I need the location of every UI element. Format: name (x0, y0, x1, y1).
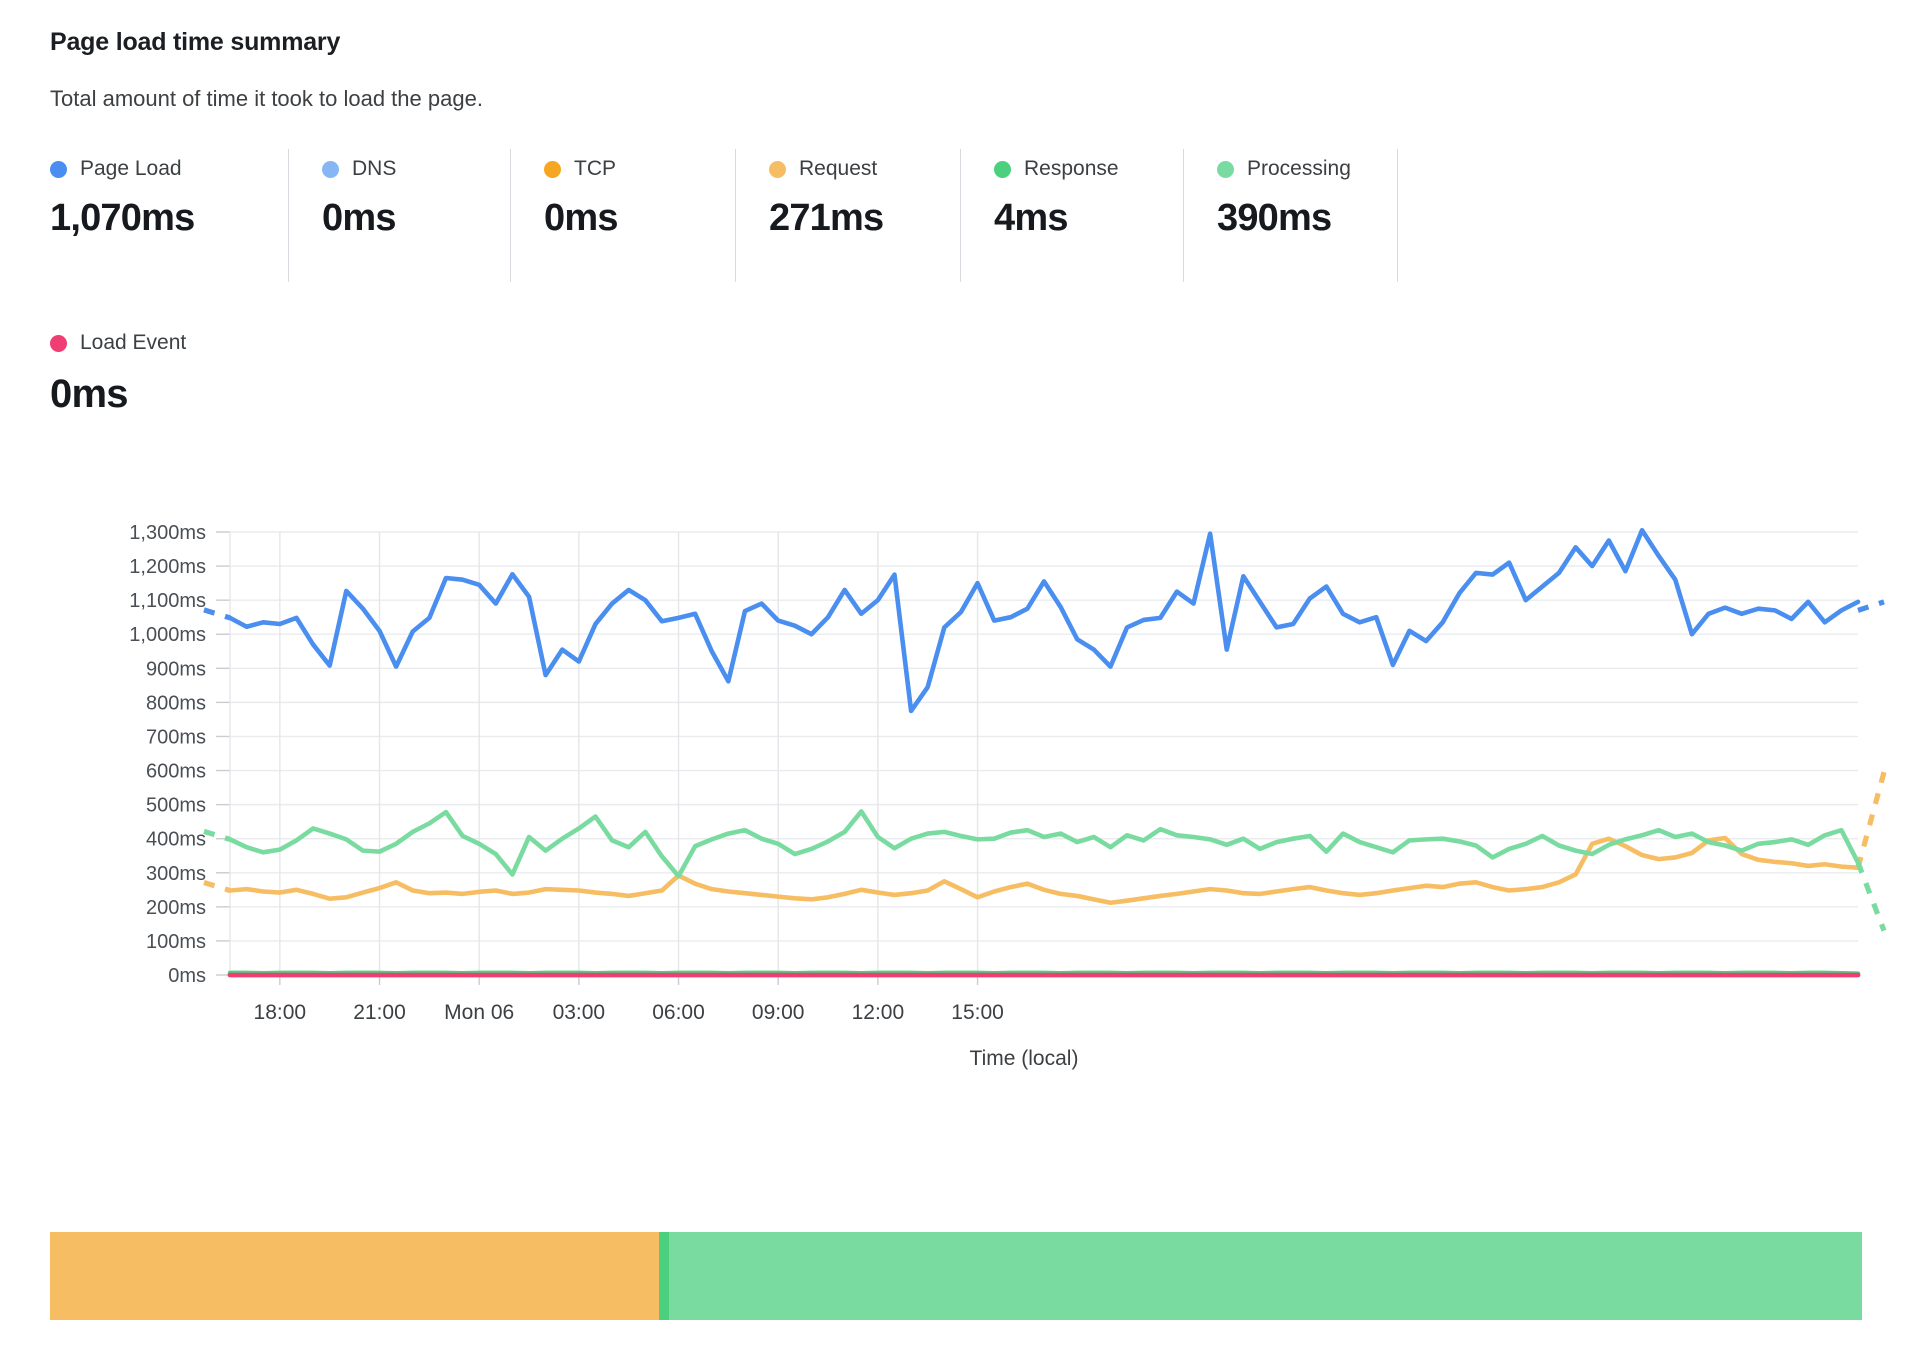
x-axis-tick-label: 06:00 (652, 1001, 705, 1024)
x-axis-tick-label: Mon 06 (444, 1001, 514, 1024)
x-axis-tick-label: 21:00 (353, 1001, 406, 1024)
x-axis-title: Time (local) (970, 1047, 1079, 1070)
x-axis-tick-label: 18:00 (254, 1001, 307, 1024)
stat-header: Response (994, 155, 1149, 183)
series-dash-tail-processing (1855, 861, 1887, 932)
y-axis-tick-label: 1,100ms (129, 590, 206, 612)
series-dash-lead-processing (203, 828, 231, 842)
legend-dot-icon (544, 160, 561, 178)
legend-dot-icon (1217, 160, 1234, 178)
series-line-processing (227, 809, 1861, 879)
y-axis-tick-label: 200ms (146, 897, 206, 919)
y-axis-tick-label: 100ms (146, 931, 206, 953)
stat-header: Processing (1217, 155, 1364, 183)
y-axis-tick-label: 1,200ms (129, 556, 206, 578)
stat-cell-dns: DNS 0ms (288, 149, 510, 282)
x-axis-tick-label: 03:00 (553, 1001, 606, 1024)
legend-dot-icon (994, 160, 1011, 178)
x-axis-tick-label: 09:00 (752, 1001, 805, 1024)
page-subtitle: Total amount of time it took to load the… (50, 86, 483, 111)
stat-value: 271ms (769, 197, 884, 239)
y-axis-tick-label: 500ms (146, 795, 206, 817)
stat-value: 1,070ms (50, 197, 195, 239)
y-axis-tick-label: 600ms (146, 761, 206, 783)
y-axis-tick-label: 400ms (146, 829, 206, 851)
stat-value: 390ms (1217, 197, 1332, 239)
legend-dot-icon (50, 160, 67, 178)
stat-cell-response: Response 4ms (960, 149, 1183, 282)
x-axis-tick-label: 15:00 (951, 1001, 1004, 1024)
page-title: Page load time summary (50, 28, 341, 56)
load-event-stat: Load Event 0ms (50, 330, 186, 417)
stat-label: Request (799, 157, 878, 180)
stat-label: DNS (352, 157, 397, 180)
y-axis-tick-label: 900ms (146, 658, 206, 680)
legend-dot-icon (322, 160, 339, 178)
stat-cell-tcp: TCP 0ms (510, 149, 735, 282)
load-event-color-dot (50, 334, 67, 352)
stat-cell-request: Request 271ms (735, 149, 960, 282)
series-dash-tail-page-load (1857, 599, 1885, 613)
stat-header: TCP (544, 155, 701, 183)
summary-stats-row: Page Load 1,070ms DNS 0ms TCP 0ms Request 271ms… (50, 149, 1398, 282)
y-axis-tick-label: 1,300ms (129, 522, 206, 544)
chart-svg[interactable]: 0ms 100ms 200ms 300ms 400ms 500ms 600ms 700ms 80… (0, 520, 1910, 1080)
series-dash-lead-page-load (203, 607, 231, 621)
y-axis-tick-label: 300ms (146, 863, 206, 885)
y-axis-tick-label: 1,000ms (129, 624, 206, 646)
load-event-header: Load Event (50, 330, 186, 356)
series-dash-tail-request (1855, 771, 1887, 869)
stat-label: TCP (574, 157, 616, 180)
stat-label: Page Load (80, 157, 182, 180)
load-event-value: 0ms (50, 372, 128, 416)
y-axis-tick-label: 700ms (146, 726, 206, 748)
y-axis-tick-label: 0ms (168, 965, 206, 987)
series-line-request (227, 835, 1861, 906)
stat-value: 0ms (544, 197, 618, 239)
bar-segment-processing[interactable] (668, 1232, 1862, 1320)
stat-cell-processing: Processing 390ms (1183, 149, 1398, 282)
x-axis-tick-label: 12:00 (852, 1001, 905, 1024)
stat-value: 0ms (322, 197, 396, 239)
stat-label: Processing (1247, 157, 1351, 180)
stat-value: 4ms (994, 197, 1068, 239)
stat-header: DNS (322, 155, 476, 183)
legend-dot-icon (769, 160, 786, 178)
stat-label: Response (1024, 157, 1119, 180)
series-dash-lead-request (203, 880, 231, 893)
page-load-time-chart[interactable]: 0ms 100ms 200ms 300ms 400ms 500ms 600ms 700ms 80… (0, 520, 1910, 1080)
stat-header: Request (769, 155, 926, 183)
bar-segment-request[interactable] (50, 1232, 659, 1320)
y-axis-tick-label: 800ms (146, 692, 206, 714)
load-event-label: Load Event (80, 331, 187, 354)
phase-breakdown-bar[interactable] (50, 1232, 1862, 1320)
series-line-page-load (227, 528, 1861, 714)
stat-header: Page Load (50, 155, 254, 183)
bar-segment-response[interactable] (658, 1232, 669, 1320)
stat-cell-page-load: Page Load 1,070ms (50, 155, 288, 260)
